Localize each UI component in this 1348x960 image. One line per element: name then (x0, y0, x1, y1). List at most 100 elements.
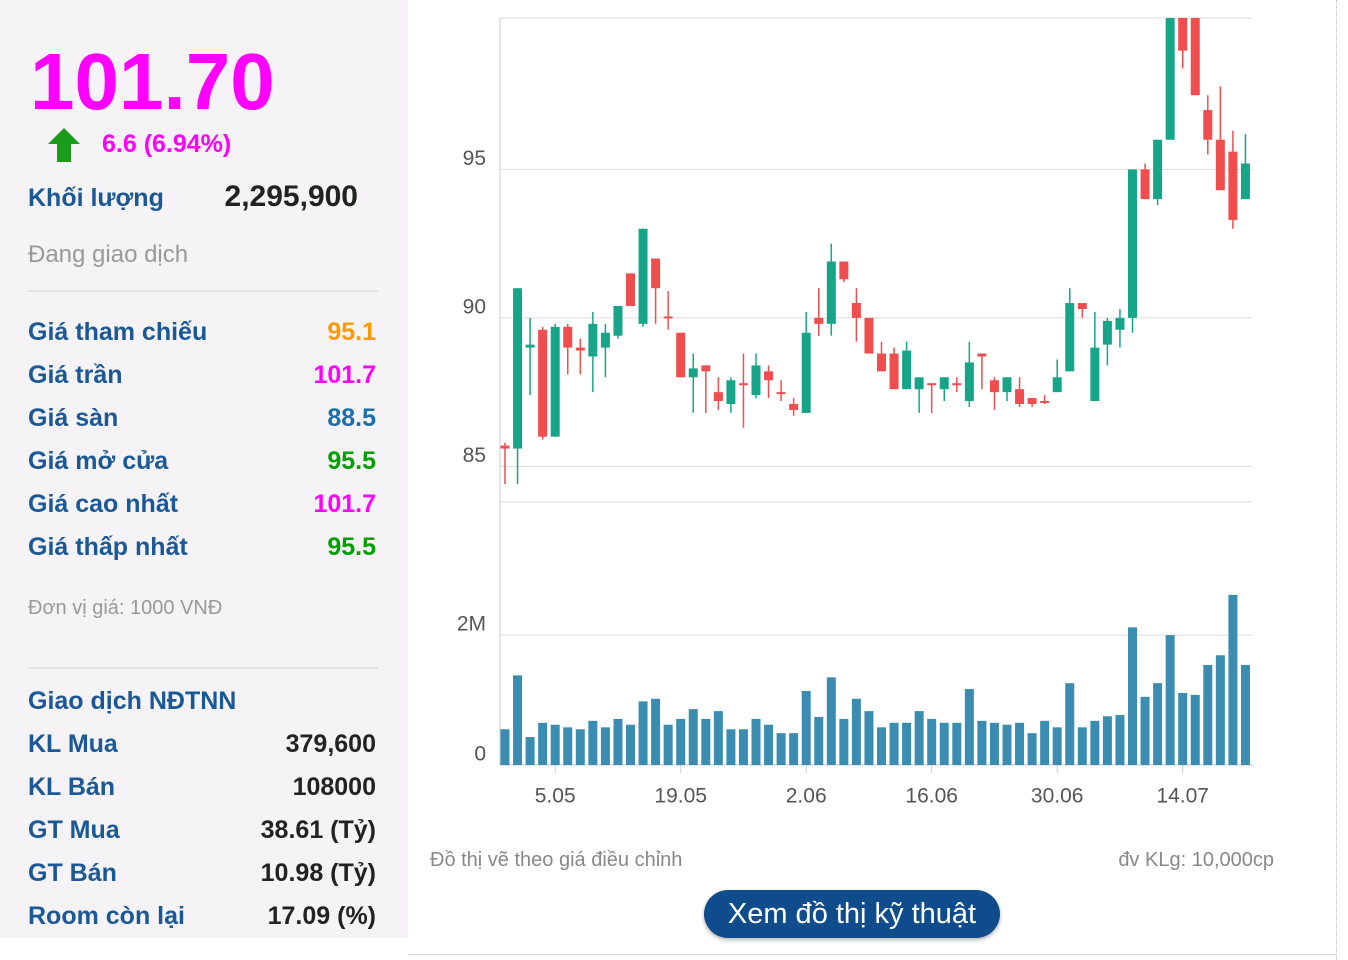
volume-bar (789, 733, 799, 765)
stat-label: Giá mở cửa (28, 447, 169, 475)
foreign-label: GT Mua (28, 816, 120, 844)
candle-body (575, 347, 585, 351)
volume-bar (550, 724, 560, 765)
foreign-value: 10.98 (Tỷ) (260, 859, 376, 887)
stat-label: Giá tham chiếu (28, 318, 208, 346)
candle-body (638, 228, 648, 324)
foreign-label: KL Bán (28, 773, 116, 801)
candle-body (1115, 317, 1125, 330)
candle-body (1203, 110, 1213, 140)
volume-bar (688, 709, 698, 765)
y-tick-label: 0 (474, 743, 486, 766)
volume-bar (914, 711, 924, 765)
x-tick-label: 5.05 (535, 785, 576, 808)
candle-body (877, 353, 886, 372)
candle-body (726, 380, 736, 405)
candle-body (1015, 389, 1025, 405)
candle-body (839, 261, 849, 280)
volume-bar (1203, 664, 1213, 765)
volume-bar (1240, 664, 1250, 765)
separator (28, 290, 378, 292)
stat-value: 95.5 (327, 533, 376, 561)
candle-body (952, 383, 962, 386)
candle-body (538, 329, 548, 437)
volume-bar (1027, 733, 1037, 765)
volume-bar (939, 722, 949, 765)
foreign-label: KL Mua (28, 730, 118, 758)
candle-body (939, 377, 949, 390)
volume-bar (600, 727, 610, 765)
candle-body (1128, 169, 1137, 318)
volume-bar (676, 718, 686, 765)
volume-bar (575, 729, 585, 765)
volume-bar (726, 729, 736, 765)
volume-bar (1140, 696, 1150, 765)
volume-bar (626, 724, 635, 765)
volume-bar (1090, 720, 1100, 765)
candle-body (789, 404, 799, 410)
stat-value: 101.7 (313, 490, 376, 518)
volume-bar (1153, 683, 1163, 765)
volume-bar (839, 718, 849, 765)
volume-bar (814, 716, 824, 765)
volume-bar (701, 718, 711, 765)
volume-bar (1040, 720, 1050, 765)
candle-body (864, 317, 874, 354)
candle-body (1102, 320, 1112, 345)
volume-bar (500, 729, 510, 765)
stat-label: Giá trần (28, 361, 123, 389)
y-tick-label: 90 (463, 295, 486, 318)
x-tick-label: 30.06 (1031, 785, 1084, 808)
volume-bar (864, 711, 874, 765)
volume-bar (877, 727, 886, 765)
candle-body (1240, 163, 1250, 200)
candle-body (764, 371, 774, 381)
stat-label: Giá thấp nhất (28, 533, 188, 561)
stat-value: 95.1 (327, 318, 376, 346)
volume-bar (1015, 722, 1025, 765)
volume-bar (952, 722, 962, 765)
foreign-value: 108000 (292, 773, 376, 801)
candle-body (1140, 169, 1150, 200)
foreign-value: 38.61 (Tỷ) (260, 816, 376, 844)
volume-bar (851, 698, 861, 765)
candle-body (776, 392, 786, 395)
volume-bar (826, 677, 836, 765)
stat-value: 101.7 (313, 361, 376, 389)
volume-bar (1165, 635, 1175, 765)
candle-body (563, 326, 573, 348)
candle-body (977, 353, 987, 357)
candle-body (826, 261, 836, 324)
status: Đang giao dịch (28, 241, 189, 268)
volume-bar (889, 722, 899, 765)
stat-value: 95.5 (327, 447, 376, 475)
volume-bar (638, 701, 648, 765)
technical-chart-button[interactable]: Xem đồ thị kỹ thuật (704, 890, 1000, 938)
candle-body (588, 323, 598, 357)
volume-bar (776, 733, 786, 765)
candle-body (927, 383, 937, 386)
candle-body (626, 273, 635, 307)
volume-bar (1102, 716, 1112, 765)
candle-body (751, 365, 761, 396)
candle-body (651, 258, 661, 289)
volume-bar (902, 722, 912, 765)
candle-body (1153, 139, 1163, 200)
foreign-title: Giao dịch NĐTNN (28, 687, 237, 715)
candle-body (513, 288, 523, 449)
candle-body (1065, 303, 1075, 372)
volume-bar (651, 698, 661, 765)
candle-body (613, 306, 623, 336)
candle-body (713, 392, 723, 402)
volume-bar (713, 711, 723, 765)
candle-body (914, 377, 924, 390)
candle-body (500, 445, 510, 449)
candle-body (1027, 398, 1037, 405)
volume-bar (588, 720, 598, 765)
candle-body (701, 365, 711, 372)
unit: Đơn vị giá: 1000 VNĐ (28, 597, 223, 619)
volume-bar (1065, 683, 1075, 765)
candle-body (550, 326, 560, 437)
y-tick-label: 95 (463, 147, 486, 170)
